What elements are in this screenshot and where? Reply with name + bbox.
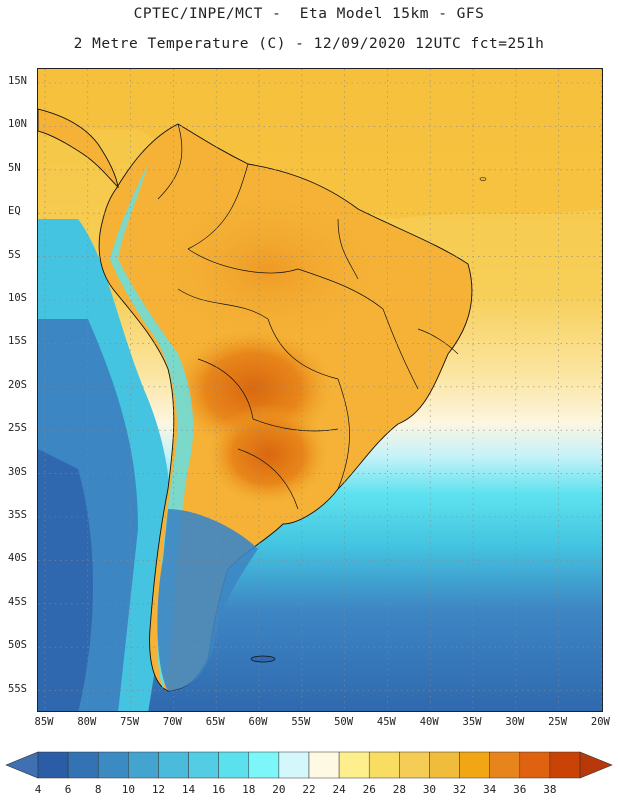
lat-label-10s: 10S	[8, 292, 27, 304]
lat-label-5n: 5N	[8, 161, 21, 174]
colorbar-label: 8	[94, 783, 102, 796]
lon-label-50w: 50W	[334, 716, 354, 728]
colorbar-swatch	[158, 751, 189, 779]
colorbar-swatch	[128, 751, 159, 779]
colorbar-swatch	[248, 751, 280, 779]
lat-label-10n: 10N	[8, 118, 27, 131]
central-america	[38, 108, 119, 189]
lon-label-55w: 55W	[291, 716, 311, 728]
colorbar-swatch	[459, 751, 490, 779]
lat-label-45s: 45S	[8, 595, 27, 608]
colorbar-label: 24	[332, 783, 346, 796]
colorbar-swatch	[549, 751, 581, 779]
colorbar-label: 38	[543, 783, 557, 796]
colorbar-label: 10	[121, 783, 135, 796]
colorbar-swatch	[429, 751, 460, 779]
colorbar-arrow-high	[579, 751, 613, 779]
lon-label-65w: 65W	[205, 716, 225, 728]
lat-label-30s: 30S	[8, 465, 27, 478]
colorbar-label: 28	[392, 783, 406, 796]
lon-label-35w: 35W	[462, 716, 482, 728]
lon-label-70w: 70W	[162, 716, 182, 728]
colorbar-label: 4	[34, 783, 42, 796]
colorbar-label: 34	[483, 783, 497, 796]
colorbar-label: 18	[242, 783, 256, 796]
colorbar-swatch	[97, 751, 129, 779]
lon-label-30w: 30W	[505, 716, 525, 728]
lon-label-85w: 85W	[34, 716, 54, 728]
lon-label-20w: 20W	[590, 716, 610, 728]
colorbar-swatch	[399, 751, 430, 779]
colorbar-label: 36	[513, 783, 527, 796]
lon-label-60w: 60W	[248, 716, 268, 728]
country-borders	[157, 123, 459, 510]
colorbar-label: 14	[181, 783, 196, 796]
lat-label-15n: 15N	[8, 75, 27, 87]
lon-label-75w: 75W	[120, 716, 140, 728]
colorbar-label: 20	[272, 783, 286, 796]
colorbar-label: 22	[302, 783, 316, 796]
patagonia-cold	[157, 509, 258, 691]
colorbar-swatch	[338, 751, 370, 779]
lat-label-55s: 55S	[8, 682, 27, 695]
colorbar-label: 16	[212, 783, 226, 796]
lat-label-5s: 5S	[8, 248, 21, 261]
lon-label-25w: 25W	[548, 716, 568, 728]
pacific-coldest-band	[38, 449, 93, 711]
lon-label-80w: 80W	[77, 716, 97, 728]
lat-label-40s: 40S	[8, 552, 27, 565]
colorbar-swatch	[489, 751, 521, 779]
lat-label-50s: 50S	[8, 639, 27, 652]
colorbar-swatch	[37, 751, 69, 779]
colorbar-swatch	[278, 751, 310, 779]
lat-label-35s: 35S	[8, 509, 27, 521]
caribbean-warm	[38, 69, 602, 219]
colorbar-swatch	[67, 751, 99, 779]
colorbar-swatch	[308, 751, 340, 779]
lat-label-eq: EQ	[8, 205, 21, 218]
colorbar-swatches	[5, 751, 613, 779]
graticule-grid	[38, 69, 602, 711]
colorbar-swatch	[368, 751, 400, 779]
lon-label-45w: 45W	[376, 716, 396, 728]
lat-label-15s: 15S	[8, 335, 27, 348]
temperature-colorbar	[0, 750, 618, 800]
small-island	[479, 177, 487, 181]
colorbar-label: 12	[151, 783, 166, 796]
chaco-hot-area	[208, 404, 328, 504]
lon-label-40w: 40W	[419, 716, 439, 728]
colorbar-swatch	[218, 751, 250, 779]
lat-label-20s: 20S	[8, 378, 27, 391]
colorbar-swatch	[519, 751, 551, 779]
temperature-map[interactable]	[37, 68, 603, 712]
colorbar-label: 32	[452, 783, 467, 796]
lat-label-25s: 25S	[8, 422, 27, 435]
map-canvas	[38, 69, 602, 711]
chart-title-line1: CPTEC/INPE/MCT - Eta Model 15km - GFS	[133, 6, 485, 22]
falkland-islands	[250, 655, 276, 663]
colorbar-label: 26	[362, 783, 376, 796]
colorbar-swatch	[188, 751, 219, 779]
colorbar-label: 6	[64, 783, 72, 796]
colorbar-arrow-low	[5, 751, 39, 779]
amazon-warm-area	[148, 189, 388, 349]
colorbar-label: 30	[422, 783, 437, 796]
chart-title-line2: 2 Metre Temperature (C) - 12/09/2020 12U…	[73, 36, 545, 52]
